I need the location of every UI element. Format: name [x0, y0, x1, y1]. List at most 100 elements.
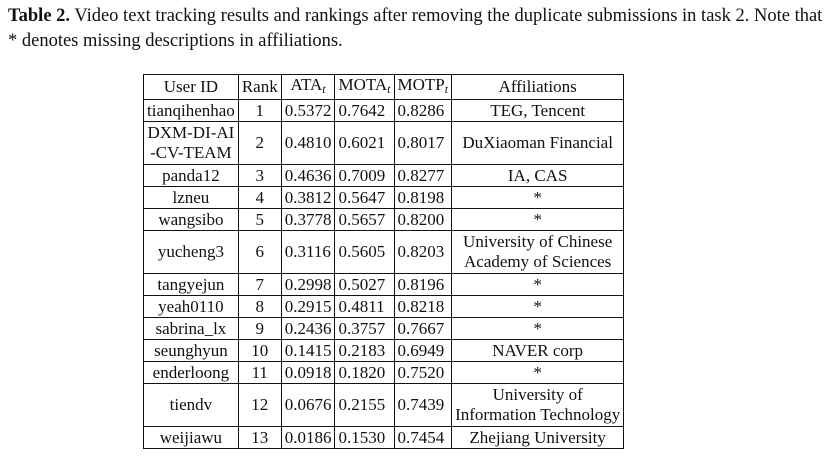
cell-affiliation: *: [451, 186, 625, 209]
cell-user-id: lzneu: [143, 186, 239, 209]
cell-mota: 0.6021: [334, 121, 395, 165]
cell-motp: 0.8218: [393, 295, 453, 318]
cell-mota: 0.1820: [334, 361, 395, 384]
cell-user-id-line: panda12: [162, 165, 220, 185]
cell-user-id: panda12: [143, 164, 239, 187]
table-row: weijiawu 13 0.0186 0.1530 0.7454 Zhejiang Uni…: [143, 426, 625, 449]
cell-mota: 0.3757: [334, 317, 395, 340]
table-caption: Table 2. Video text tracking results and…: [8, 4, 828, 54]
cell-affiliation: *: [451, 295, 625, 318]
cell-mota: 0.5647: [334, 186, 395, 209]
cell-mota: 0.7642: [334, 99, 395, 122]
cell-user-id: tangyejun: [143, 273, 239, 296]
cell-affiliation: *: [451, 361, 625, 384]
cell-user-id: tiendv: [143, 383, 239, 427]
cell-user-id-line: tiendv: [169, 395, 213, 414]
table-row: panda12 3 0.4636 0.7009 0.8277 IA, CAS: [143, 164, 625, 187]
cell-motp: 0.7439: [393, 383, 453, 427]
header-motp-text: MOTP: [397, 75, 445, 94]
cell-affiliation-line: *: [533, 209, 542, 229]
cell-ata: 0.3778: [280, 208, 336, 231]
cell-motp: 0.8196: [393, 273, 453, 296]
cell-motp: 0.8198: [393, 186, 453, 209]
header-mota: MOTAt: [334, 74, 395, 100]
cell-user-id-line: sabrina_lx: [155, 318, 227, 338]
cell-user-id-line: -CV-TEAM: [150, 143, 232, 162]
cell-affiliation-line: Academy of Sciences: [464, 252, 612, 271]
cell-user-id: enderloong: [143, 361, 239, 384]
cell-affiliation-line: *: [533, 318, 542, 338]
cell-affiliation: Zhejiang University: [451, 426, 625, 449]
cell-mota: 0.5605: [334, 230, 395, 274]
cell-ata: 0.2998: [280, 273, 336, 296]
cell-mota: 0.4811: [334, 295, 395, 318]
cell-user-id: sabrina_lx: [143, 317, 239, 340]
cell-user-id-line: weijiawu: [159, 427, 223, 447]
caption-text: Video text tracking results and rankings…: [8, 6, 823, 51]
cell-ata: 0.2915: [280, 295, 336, 318]
cell-mota: 0.1530: [334, 426, 395, 449]
cell-affiliation: IA, CAS: [451, 164, 625, 187]
header-user-id: User ID: [143, 74, 239, 100]
cell-user-id-line: lzneu: [172, 187, 210, 207]
cell-affiliation: *: [451, 273, 625, 296]
cell-rank: 4: [237, 186, 282, 209]
cell-user-id-line: tianqihenhao: [147, 100, 235, 120]
cell-affiliation-line: NAVER corp: [492, 340, 584, 360]
cell-ata: 0.5372: [280, 99, 336, 122]
header-mota-subscript: t: [387, 82, 391, 96]
cell-rank: 2: [237, 121, 282, 165]
cell-affiliation-line: Zhejiang University: [469, 427, 606, 447]
cell-ata: 0.4810: [280, 121, 336, 165]
header-ata-text: ATA: [290, 75, 323, 94]
cell-affiliation: *: [451, 317, 625, 340]
cell-rank: 5: [237, 208, 282, 231]
cell-user-id-line: enderloong: [152, 362, 230, 382]
results-table: User ID Rank ATAt MOTAt MOTPt Affiliatio…: [143, 74, 625, 449]
table-row: lzneu 4 0.3812 0.5647 0.8198 *: [143, 186, 625, 209]
results-table-container: User ID Rank ATAt MOTAt MOTPt Affiliatio…: [143, 74, 625, 449]
table-row: sabrina_lx 9 0.2436 0.3757 0.7667 *: [143, 317, 625, 340]
cell-user-id: seunghyun: [143, 339, 239, 362]
cell-user-id: DXM-DI-AI -CV-TEAM: [143, 121, 239, 165]
table-row: enderloong 11 0.0918 0.1820 0.7520 *: [143, 361, 625, 384]
cell-motp: 0.8277: [393, 164, 453, 187]
cell-motp: 0.8017: [393, 121, 453, 165]
cell-ata: 0.2436: [280, 317, 336, 340]
cell-mota: 0.5657: [334, 208, 395, 231]
cell-mota: 0.7009: [334, 164, 395, 187]
cell-rank: 12: [237, 383, 282, 427]
cell-affiliation: *: [451, 208, 625, 231]
header-mota-text: MOTA: [338, 75, 388, 94]
table-header-row: User ID Rank ATAt MOTAt MOTPt Affiliatio…: [143, 74, 625, 100]
cell-motp: 0.8200: [393, 208, 453, 231]
cell-rank: 3: [237, 164, 282, 187]
cell-user-id-line: seunghyun: [154, 340, 228, 360]
cell-rank: 7: [237, 273, 282, 296]
cell-affiliation-line: *: [533, 362, 542, 382]
header-ata: ATAt: [280, 74, 336, 100]
cell-affiliation-line: TEG, Tencent: [490, 100, 586, 120]
caption-label: Table 2.: [8, 6, 71, 26]
cell-user-id: wangsibo: [143, 208, 239, 231]
cell-rank: 8: [237, 295, 282, 318]
cell-user-id-line: wangsibo: [158, 209, 224, 229]
cell-user-id: weijiawu: [143, 426, 239, 449]
cell-user-id: yucheng3: [143, 230, 239, 274]
cell-affiliation: TEG, Tencent: [451, 99, 625, 122]
header-motp-subscript: t: [444, 82, 449, 96]
cell-affiliation-line: Information Technology: [455, 405, 621, 424]
header-motp: MOTPt: [393, 74, 453, 100]
cell-affiliation: University of Chinese Academy of Sciences: [451, 230, 625, 274]
cell-affiliation: DuXiaoman Financial: [451, 121, 625, 165]
cell-motp: 0.8286: [393, 99, 453, 122]
cell-motp: 0.7454: [393, 426, 453, 449]
cell-affiliation-line: DuXiaoman Financial: [462, 133, 613, 152]
cell-affiliation-line: *: [533, 296, 542, 316]
cell-ata: 0.1415: [280, 339, 336, 362]
cell-motp: 0.7520: [393, 361, 453, 384]
cell-ata: 0.3812: [280, 186, 336, 209]
cell-motp: 0.8203: [393, 230, 453, 274]
cell-ata: 0.0186: [280, 426, 336, 449]
table-row: tangyejun 7 0.2998 0.5027 0.8196 *: [143, 273, 625, 296]
